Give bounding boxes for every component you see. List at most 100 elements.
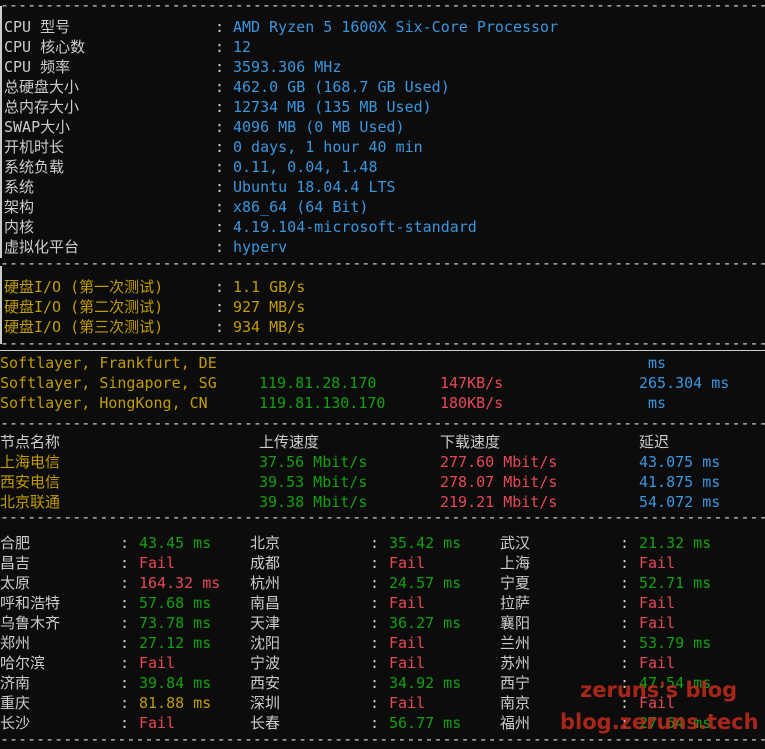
speedtest-node: 西安电信 xyxy=(0,473,61,491)
sysinfo-colon: : xyxy=(215,98,225,116)
ping-row: 合肥:43.45 ms 北京:35.42 ms 武汉:21.32 ms xyxy=(0,533,765,553)
ping-city: 长春 xyxy=(250,714,281,732)
disk-io-label: 硬盘I/O (第三次测试) xyxy=(4,318,164,336)
sysinfo-row: 开机时长:0 days, 1 hour 40 min xyxy=(0,137,765,157)
speedtest-row: 上海电信 37.56 Mbit/s 277.60 Mbit/s 43.075 ms xyxy=(0,452,765,472)
sysinfo-colon: : xyxy=(215,138,225,156)
speedtest-download: 219.21 Mbit/s xyxy=(440,493,558,511)
ping-value: 57.68 ms xyxy=(139,594,212,612)
ping-city: 合肥 xyxy=(0,534,31,552)
ping-colon: : xyxy=(120,594,130,612)
sysinfo-value: 12 xyxy=(233,38,252,56)
ping-row: 呼和浩特:57.68 ms 南昌: Fail 拉萨: Fail xyxy=(0,593,765,613)
ping-colon: : xyxy=(370,554,380,572)
ping-colon: : xyxy=(120,574,130,592)
ping-value: Fail xyxy=(389,634,426,652)
separator-line: ----------------------------------------… xyxy=(0,0,765,10)
sysinfo-colon: : xyxy=(215,78,225,96)
ping-city: 深圳 xyxy=(250,694,281,712)
sysinfo-colon: : xyxy=(215,118,225,136)
sysinfo-value: 462.0 GB (168.7 GB Used) xyxy=(233,78,450,96)
ping-value: 27.12 ms xyxy=(139,634,212,652)
sysinfo-label: 开机时长 xyxy=(4,138,65,156)
ping-row: 哈尔滨: Fail 宁波: Fail 苏州: Fail xyxy=(0,653,765,673)
sysinfo-label: 架构 xyxy=(4,198,35,216)
ping-colon: : xyxy=(620,614,630,632)
ping-city: 南昌 xyxy=(250,594,281,612)
ping-city: 襄阳 xyxy=(500,614,531,632)
sysinfo-colon: : xyxy=(215,18,225,36)
ping-colon: : xyxy=(120,694,130,712)
ping-city: 福州 xyxy=(500,714,531,732)
watermark-line1: zeruns's blog xyxy=(580,678,738,702)
ping-colon: : xyxy=(620,634,630,652)
ping-city: 长沙 xyxy=(0,714,31,732)
sysinfo-label: CPU 型号 xyxy=(4,18,71,36)
sysinfo-label: CPU 频率 xyxy=(4,58,71,76)
header-download: 下载速度 xyxy=(440,433,501,451)
sysinfo-value: 0.11, 0.04, 1.48 xyxy=(233,158,378,176)
sysinfo-colon: : xyxy=(215,58,225,76)
speedtest-row: 西安电信 39.53 Mbit/s 278.07 Mbit/s 41.875 ms xyxy=(0,472,765,492)
ping-value: 36.27 ms xyxy=(389,614,462,632)
ping-city: 成都 xyxy=(250,554,281,572)
sysinfo-value: hyperv xyxy=(233,238,288,256)
disk-io-label: 硬盘I/O (第一次测试) xyxy=(4,278,164,296)
sysinfo-label: 系统 xyxy=(4,178,35,196)
frame-border-left xyxy=(0,266,2,344)
sysinfo-value: AMD Ryzen 5 1600X Six-Core Processor xyxy=(233,18,559,36)
ping-city: 呼和浩特 xyxy=(0,594,61,612)
sysinfo-row: 系统负载:0.11, 0.04, 1.48 xyxy=(0,157,765,177)
ping-city: 郑州 xyxy=(0,634,31,652)
softlayer-ip: 119.81.130.170 xyxy=(259,394,386,412)
ping-row: 郑州:27.12 ms 沈阳: Fail 兰州:53.79 ms xyxy=(0,633,765,653)
ping-colon: : xyxy=(370,654,380,672)
disk-io-colon: : xyxy=(215,298,225,316)
sysinfo-colon: : xyxy=(215,178,225,196)
ping-value: 27.64 ms xyxy=(639,714,712,732)
ping-row: 长沙: Fail 长春:56.77 ms 福州:27.64 ms xyxy=(0,713,765,733)
sysinfo-row: 总硬盘大小:462.0 GB (168.7 GB Used) xyxy=(0,77,765,97)
ping-value: Fail xyxy=(389,654,426,672)
sysinfo-row: 架构: x86_64 (64 Bit) xyxy=(0,197,765,217)
ping-row: 乌鲁木齐:73.78 ms 天津:36.27 ms 襄阳: Fail xyxy=(0,613,765,633)
ping-city: 乌鲁木齐 xyxy=(0,614,61,632)
disk-io-value: 1.1 GB/s xyxy=(233,278,306,296)
ping-city: 南京 xyxy=(500,694,531,712)
separator-line: ----------------------------------------… xyxy=(0,734,765,744)
sysinfo-label: 总内存大小 xyxy=(4,98,80,116)
ping-value: 56.77 ms xyxy=(389,714,462,732)
ping-value: 164.32 ms xyxy=(139,574,221,592)
speedtest-node: 上海电信 xyxy=(0,453,61,471)
ping-colon: : xyxy=(370,634,380,652)
sysinfo-colon: : xyxy=(215,38,225,56)
speedtest-upload: 37.56 Mbit/s xyxy=(259,453,368,471)
softlayer-row: Softlayer, Frankfurt, DE ms xyxy=(0,353,765,373)
ping-value: Fail xyxy=(139,714,176,732)
ping-city: 宁夏 xyxy=(500,574,531,592)
ping-colon: : xyxy=(620,674,630,692)
ping-value: 53.79 ms xyxy=(639,634,712,652)
ping-value: Fail xyxy=(389,594,426,612)
ping-value: 47.54 ms xyxy=(639,674,712,692)
ping-colon: : xyxy=(120,674,130,692)
header-upload: 上传速度 xyxy=(259,433,320,451)
ping-colon: : xyxy=(370,674,380,692)
sysinfo-value: 0 days, 1 hour 40 min xyxy=(233,138,423,156)
ping-city: 昌吉 xyxy=(0,554,31,572)
sysinfo-row: CPU 频率:3593.306 MHz xyxy=(0,57,765,77)
softlayer-latency: 265.304 ms xyxy=(639,374,730,392)
ping-city: 兰州 xyxy=(500,634,531,652)
sysinfo-row: 系统: Ubuntu 18.04.4 LTS xyxy=(0,177,765,197)
ping-city: 济南 xyxy=(0,674,31,692)
ping-city: 西安 xyxy=(250,674,281,692)
ping-colon: : xyxy=(370,534,380,552)
disk-io-value: 927 MB/s xyxy=(233,298,306,316)
ping-colon: : xyxy=(120,534,130,552)
speedtest-upload: 39.53 Mbit/s xyxy=(259,473,368,491)
speedtest-latency: 41.875 ms xyxy=(639,473,721,491)
ping-colon: : xyxy=(370,594,380,612)
sysinfo-value: x86_64 (64 Bit) xyxy=(233,198,369,216)
ping-colon: : xyxy=(120,714,130,732)
ping-colon: : xyxy=(620,594,630,612)
